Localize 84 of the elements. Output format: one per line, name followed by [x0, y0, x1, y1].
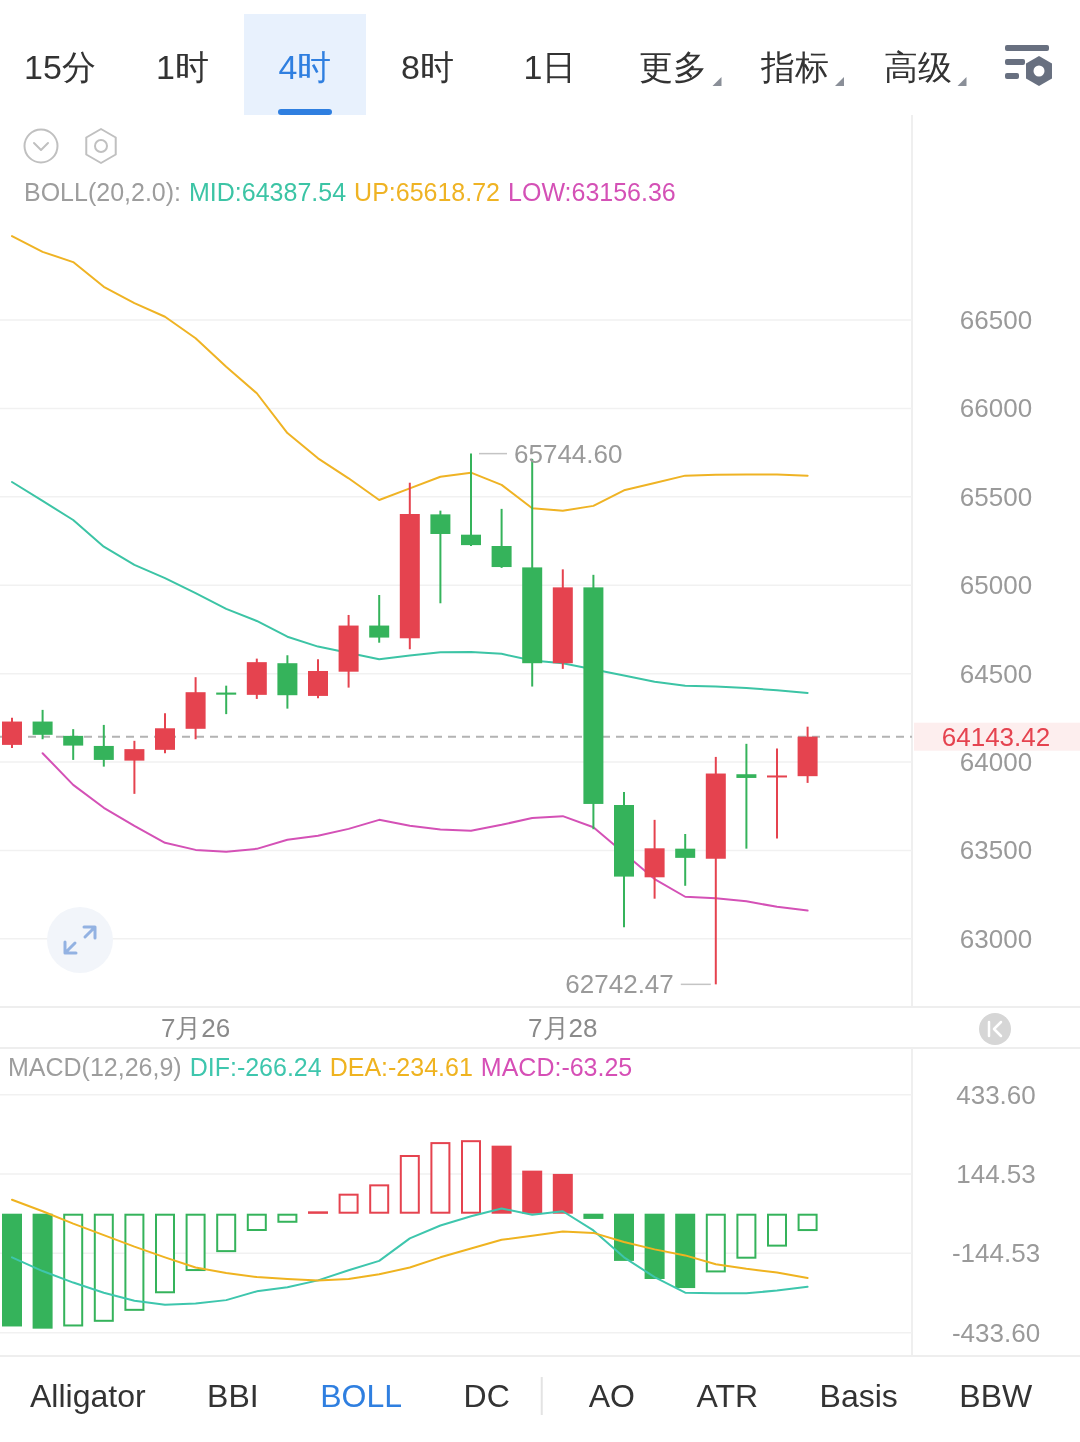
line-series: [11, 1207, 809, 1306]
bar: [767, 1213, 787, 1247]
text: DC: [463, 1378, 510, 1414]
line-series: [11, 235, 809, 512]
y-tick-label: 66500: [959, 305, 1033, 336]
bar: [246, 1213, 267, 1231]
text: ATR: [696, 1378, 759, 1414]
text: 1时: [156, 48, 209, 86]
annotation: 62742.47: [565, 969, 674, 1000]
candlestick: [461, 452, 481, 547]
candlestick: [767, 747, 787, 840]
x-tick-label: 7月26: [160, 1013, 231, 1043]
bar: [583, 1213, 604, 1219]
text: LOW:63156.36: [508, 178, 676, 206]
text: UP:65618.72: [354, 178, 501, 206]
bar: [644, 1213, 665, 1280]
text: Alligator: [30, 1378, 146, 1414]
legend-title: MACD(12,26,9): [8, 1053, 182, 1081]
bar: [399, 1155, 420, 1214]
bar: [614, 1213, 634, 1261]
candlestick: [736, 742, 757, 850]
text: 更多: [638, 48, 707, 86]
bar: [736, 1213, 757, 1259]
text: 1日: [523, 48, 577, 86]
text: MACD:-63.25: [480, 1053, 633, 1081]
y-tick-label: 64500: [959, 658, 1033, 689]
bar: [552, 1173, 573, 1214]
bar: [124, 1213, 145, 1311]
bar: [185, 1213, 206, 1272]
text: 高级: [883, 48, 952, 86]
bar: [63, 1213, 84, 1327]
candlestick: [93, 723, 114, 768]
y-tick-label: 63000: [959, 923, 1033, 954]
x-tick-label: 7月28: [528, 1013, 598, 1043]
line-series: [41, 752, 809, 912]
y-tick-label: 433.60: [956, 1079, 1036, 1110]
bar: [155, 1213, 175, 1294]
bar: [369, 1184, 390, 1214]
text: DIF:-266.24: [189, 1053, 322, 1081]
text: BBW: [959, 1378, 1034, 1414]
text: BBI: [207, 1378, 259, 1414]
y-tick-label: 144.53: [956, 1159, 1036, 1190]
text: BOLL: [320, 1378, 403, 1414]
text: MID:64387.54: [189, 178, 347, 206]
annotation: 65744.60: [514, 438, 623, 469]
candlestick: [63, 728, 84, 761]
bar: [491, 1145, 512, 1214]
text: DEA:-234.61: [329, 1053, 473, 1081]
y-tick-label: 66000: [959, 393, 1033, 424]
candlestick: [430, 509, 451, 605]
legend-title: BOLL(20,2.0):: [24, 178, 182, 206]
candlestick: [2, 716, 22, 749]
bar: [675, 1213, 696, 1289]
bar: [705, 1213, 726, 1273]
y-tick-label: -144.53: [951, 1238, 1041, 1269]
bar: [461, 1140, 481, 1214]
bar: [277, 1213, 298, 1223]
text: 4时: [278, 48, 332, 86]
candlestick: [675, 832, 696, 887]
y-tick-label: 65500: [959, 481, 1033, 512]
candlestick: [32, 708, 53, 741]
candlestick: [369, 593, 390, 644]
bar: [430, 1142, 451, 1214]
bar: [216, 1213, 237, 1253]
text: AO: [588, 1378, 635, 1414]
y-tick-label: -433.60: [951, 1317, 1041, 1348]
line-series: [11, 481, 809, 694]
y-tick-label: 63500: [959, 835, 1033, 866]
bar: [338, 1193, 359, 1214]
candlestick: [124, 739, 145, 795]
candlestick: [491, 507, 512, 569]
bar: [797, 1213, 818, 1232]
text: 指标: [760, 48, 829, 86]
y-tick-label: 65000: [959, 570, 1033, 601]
text: Basis: [819, 1378, 898, 1414]
line-series: [11, 1198, 809, 1282]
candlestick: [216, 684, 237, 716]
text: 15分: [24, 48, 96, 86]
candlestick: [155, 712, 175, 755]
bar: [93, 1213, 114, 1322]
bar: [522, 1170, 543, 1214]
text: 8时: [401, 48, 454, 86]
bar: [2, 1213, 22, 1327]
bar: [32, 1213, 53, 1329]
